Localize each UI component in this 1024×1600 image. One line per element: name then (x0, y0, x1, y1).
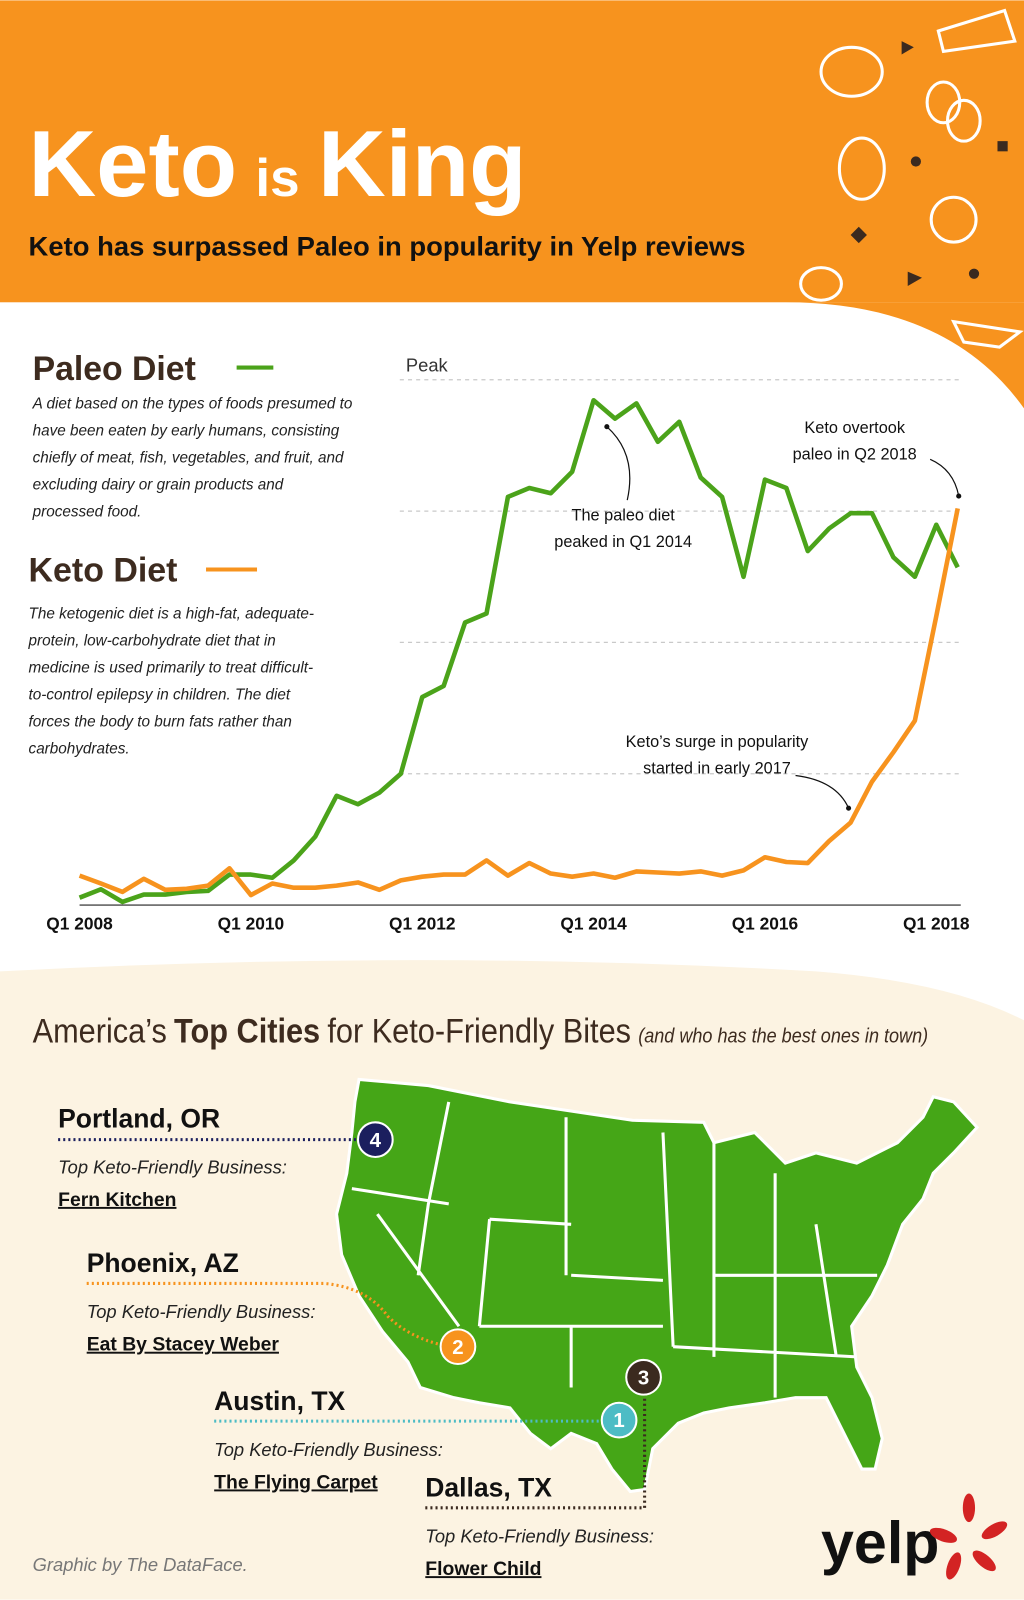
food-icons (799, 8, 1024, 349)
annotation-arrowhead (956, 493, 962, 499)
map-title-part: (and who has the best ones in town) (638, 1026, 928, 1048)
annotation-arrowhead (846, 805, 852, 811)
us-map (335, 1077, 980, 1494)
x-tick-label: Q1 2008 (46, 914, 113, 934)
decor-dot (910, 156, 921, 167)
x-tick-label: Q1 2016 (732, 914, 799, 934)
icon-broccoli (929, 195, 978, 244)
logo-burst (929, 1527, 958, 1543)
title-word: is (255, 149, 299, 208)
legend-label: Keto Diet (29, 552, 178, 590)
annotation: The paleo diet (572, 507, 676, 525)
logo-burst (946, 1552, 962, 1580)
icon-avocado (837, 136, 886, 201)
map-title-part: America’s (33, 1013, 167, 1051)
legend-description: chiefly of meat, fish, vegetables, and f… (33, 449, 344, 466)
series-line (78, 508, 960, 898)
city-business: Fern Kitchen (58, 1189, 176, 1211)
icon-cheese (936, 8, 1017, 54)
legend-description: have been eaten by early humans, consist… (33, 422, 340, 439)
icon-nut (799, 266, 843, 302)
city-marker (625, 1358, 662, 1396)
annotation: peaked in Q1 2014 (554, 533, 692, 551)
legend-description: to-control epilepsy in children. The die… (29, 687, 291, 704)
city-name: Portland, OR (58, 1103, 220, 1133)
legend-label: Paleo Diet (33, 350, 197, 388)
us-outline (335, 1077, 980, 1494)
series-line (78, 397, 960, 905)
annotation-arrowhead (604, 424, 610, 430)
legend-description: A diet based on the types of foods presu… (32, 395, 353, 412)
annotation-arrow (929, 458, 960, 497)
subtitle: Keto has surpassed Paleo in popularity i… (29, 231, 746, 261)
decor-triangle (901, 41, 914, 55)
decor-diamond (850, 226, 867, 244)
map-title-part: Top Cities (174, 1013, 320, 1051)
city-business: The Flying Carpet (214, 1471, 378, 1493)
logo-burst (981, 1521, 1008, 1540)
city-label: Top Keto-Friendly Business: (58, 1156, 287, 1177)
city-label: Top Keto-Friendly Business: (425, 1526, 654, 1547)
map-title-part: for Keto-Friendly Bites (327, 1013, 631, 1051)
legend-description: medicine is used primarily to treat diff… (29, 660, 314, 677)
legend-description: carbohydrates. (29, 741, 130, 758)
icon-steak (819, 45, 884, 98)
x-tick-label: Q1 2018 (903, 914, 970, 934)
city-business: Flower Child (425, 1558, 541, 1580)
city-name: Dallas, TX (425, 1473, 552, 1503)
title: Keto is King (29, 111, 527, 216)
decor-dot (968, 268, 980, 279)
x-tick-label: Q1 2010 (218, 914, 284, 934)
city-marker (439, 1328, 477, 1366)
city-rank: 3 (638, 1367, 649, 1389)
decor-shapes (850, 41, 1008, 286)
title-word: Keto (29, 111, 238, 216)
city-label: Top Keto-Friendly Business: (87, 1301, 316, 1322)
city-business: Eat By Stacey Weber (87, 1334, 280, 1356)
map-title: America’sTop Citiesfor Keto-Friendly Bit… (33, 1013, 928, 1051)
title-word: King (318, 111, 526, 216)
legend-description: excluding dairy or grain products and (33, 476, 284, 493)
legend-description: forces the body to burn fats rather than (29, 714, 292, 731)
city-name: Austin, TX (214, 1386, 345, 1416)
city-rank: 2 (452, 1337, 463, 1359)
annotation-arrow (606, 426, 631, 501)
leader-line (425, 1394, 647, 1510)
annotation: started in early 2017 (643, 759, 791, 777)
city-marker (600, 1401, 638, 1439)
y-tick-label: Peak (406, 355, 449, 376)
legend-description: The ketogenic diet is a high-fat, adequa… (29, 605, 314, 622)
credit: Graphic by The DataFace. (33, 1554, 248, 1575)
icon-egg (945, 98, 982, 143)
decor-triangle (907, 271, 923, 286)
city-label: Top Keto-Friendly Business: (214, 1439, 443, 1460)
header-band (0, 0, 1024, 303)
city-marker (356, 1121, 394, 1158)
x-tick-label: Q1 2012 (389, 914, 455, 934)
x-tick-label: Q1 2014 (560, 914, 627, 934)
annotation: Keto overtook (804, 419, 905, 437)
city-rank: 1 (613, 1410, 624, 1432)
annotation: paleo in Q2 2018 (793, 445, 917, 463)
legend-description: protein, low-carbohydrate diet that in (28, 632, 276, 649)
logo: yelp (821, 1509, 939, 1576)
annotation: Keto’s surge in popularity (626, 733, 810, 751)
state-borders (351, 1101, 878, 1398)
logo-burst (962, 1493, 976, 1523)
city-rank: 4 (370, 1130, 382, 1152)
logo-burst (972, 1550, 996, 1572)
city-name: Phoenix, AZ (87, 1248, 239, 1278)
legend-description: processed food. (32, 503, 142, 520)
icon-dish (950, 319, 1024, 349)
header-curve (785, 302, 1024, 409)
annotation-arrow (795, 774, 850, 809)
decor-square (997, 141, 1008, 152)
